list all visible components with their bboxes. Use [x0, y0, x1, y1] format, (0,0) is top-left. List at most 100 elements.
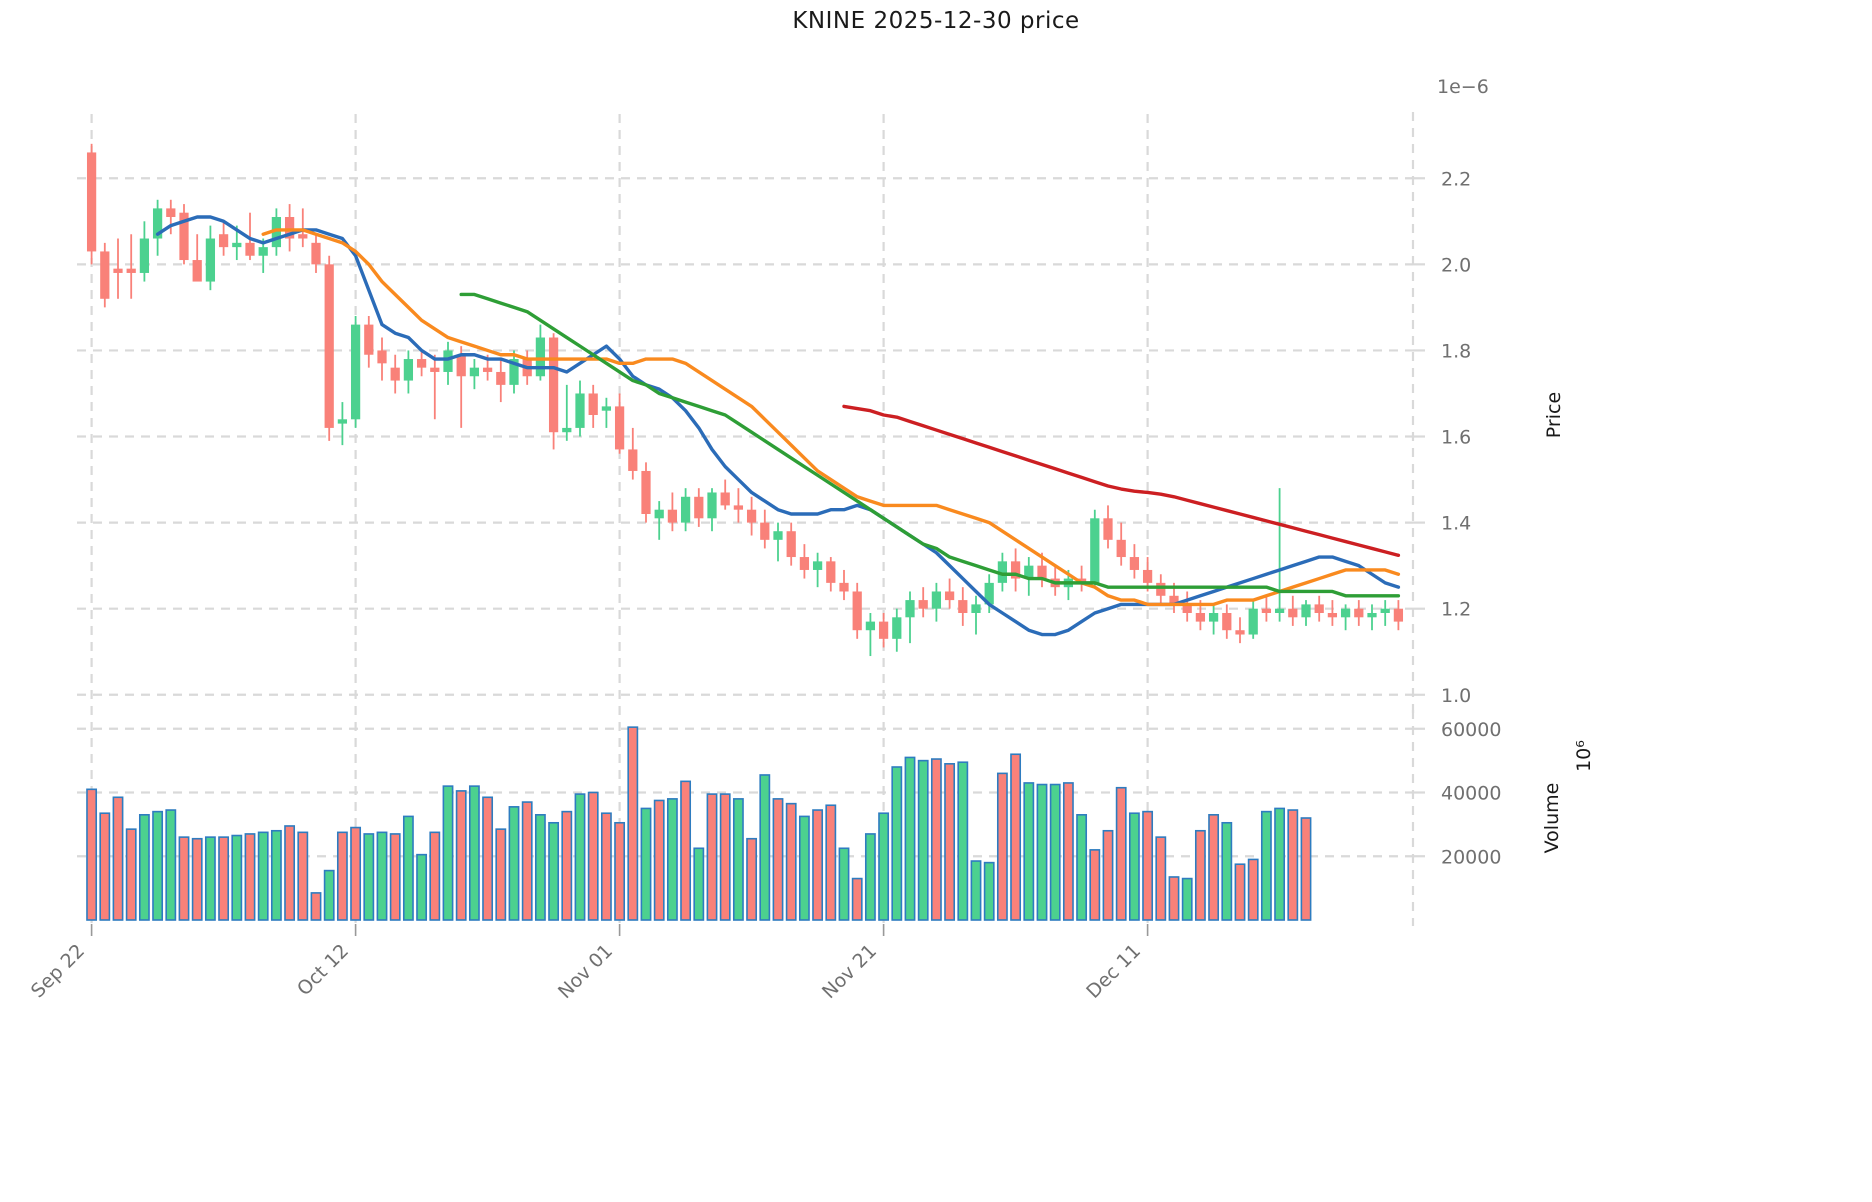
page-title: KNINE 2025-12-30 price [792, 8, 1080, 34]
candlestick [1340, 604, 1351, 631]
candlestick [166, 199, 176, 235]
candlestick [509, 350, 519, 394]
price-tick-label: 2.2 [1441, 168, 1471, 190]
candle-body [1090, 518, 1100, 583]
candlestick [707, 488, 717, 532]
volume-bar [402, 815, 414, 921]
volume-bar [732, 798, 744, 921]
candlestick [733, 488, 744, 523]
candle-body [1116, 539, 1126, 558]
volume-bar [574, 793, 586, 921]
candle-body [179, 212, 189, 261]
candlestick [1327, 600, 1338, 626]
ma-line-ma-long [459, 292, 1401, 598]
volume-bar [244, 833, 256, 921]
volume-axis-title: Volume [1541, 783, 1563, 854]
candlestick [667, 492, 678, 532]
volume-bar [336, 831, 348, 921]
volume-bar [442, 785, 454, 921]
candlestick [1393, 600, 1404, 631]
candle-body [1340, 608, 1351, 618]
candlestick [575, 380, 585, 437]
candlestick [1274, 488, 1285, 622]
candlestick [562, 384, 572, 441]
candlestick [456, 346, 466, 428]
ma-line-ma-short [155, 215, 1401, 637]
candlestick [984, 574, 994, 613]
volume-bar [1181, 877, 1193, 921]
candle-body [152, 208, 163, 239]
candlestick [1010, 548, 1021, 592]
candle-body [1393, 608, 1404, 622]
candle-body [680, 496, 691, 523]
candlestick [826, 557, 836, 592]
volume-bar [1274, 807, 1286, 921]
volume-bar [1234, 863, 1246, 921]
candlestick [1076, 565, 1087, 592]
volume-bar [534, 814, 546, 921]
moving-average-lines [155, 215, 1401, 637]
candle-body [218, 234, 229, 248]
candlestick [997, 552, 1008, 592]
volume-bar [812, 809, 824, 921]
volume-bar [323, 869, 335, 921]
volume-bar [455, 790, 467, 921]
candlestick [1103, 505, 1113, 549]
x-tick-label: Oct 12 [293, 940, 353, 1000]
candlestick [377, 337, 387, 381]
candlestick [1208, 604, 1219, 635]
candlestick [865, 613, 876, 657]
price-tick-label: 1.6 [1441, 427, 1471, 449]
candle-body [720, 492, 730, 506]
candlestick [760, 509, 770, 549]
volume-bar [1102, 829, 1114, 921]
candlestick [1354, 600, 1364, 626]
volume-bar [983, 861, 995, 921]
candle-body [377, 350, 387, 364]
candle-body [258, 247, 268, 256]
candle-body [826, 561, 836, 583]
candle-body [1248, 608, 1258, 635]
candlestick [1090, 509, 1100, 588]
volume-bar [284, 825, 296, 921]
candle-body [1380, 608, 1390, 613]
candlestick [1024, 557, 1034, 596]
candlestick [918, 587, 928, 618]
volume-bar [1023, 782, 1035, 921]
candlestick [416, 350, 427, 377]
volume-bar [1010, 753, 1022, 921]
volume-bar [350, 826, 362, 921]
volume-bar [1155, 836, 1167, 921]
candle-body [1142, 569, 1153, 583]
candle-body [100, 251, 110, 299]
candlestick [205, 225, 216, 291]
candle-body [1195, 613, 1206, 622]
candle-body [588, 393, 598, 415]
volume-bar [614, 821, 626, 921]
candlestick [680, 488, 691, 532]
candlestick [218, 221, 229, 256]
volume-bar [930, 758, 942, 921]
candle-body [654, 509, 664, 519]
volume-bar [310, 892, 322, 921]
candlestick [535, 324, 546, 381]
candle-body [707, 492, 717, 519]
candle-body [971, 604, 981, 613]
volume-bar [231, 834, 243, 921]
volume-bar [112, 796, 124, 921]
volume-bar [706, 793, 718, 921]
candle-body [1261, 608, 1272, 613]
volume-bar [297, 831, 309, 921]
candlestick [892, 608, 902, 652]
volume-bar [785, 802, 797, 921]
candle-body [878, 621, 889, 639]
volume-bar [138, 814, 150, 921]
candle-body [773, 531, 783, 540]
candle-body [192, 260, 202, 282]
volume-bar [944, 763, 956, 921]
x-tick-label: Sep 22 [27, 940, 89, 1002]
candle-body [865, 621, 876, 631]
candle-body [271, 217, 282, 248]
candle-body [1103, 518, 1113, 540]
